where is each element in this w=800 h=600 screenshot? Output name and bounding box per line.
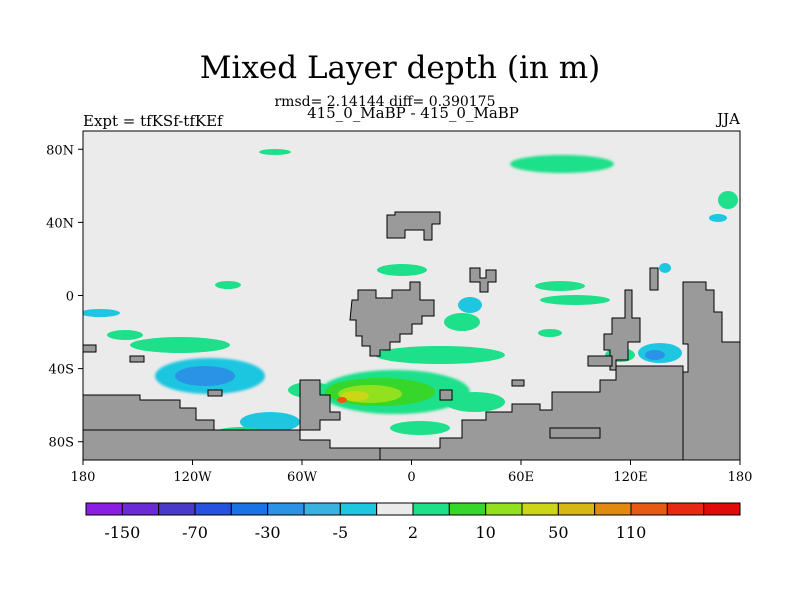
colorbar-label: -70 [182,523,208,542]
field-nw-pacific-neg [709,214,727,222]
colorbar-swatch [339,502,378,516]
field-indian-south [444,313,480,331]
colorbar: -150 -70 -30 -5 2 10 50 110 [85,502,741,542]
land-antarctica-east [379,365,684,460]
land-east-asia-bit [649,267,659,291]
land-small-island-2 [511,379,525,387]
colorbar-swatch [557,502,596,516]
x-tick-label: 60E [508,470,534,485]
anomaly-fields [83,149,738,439]
field-indian-eq [540,295,610,305]
colorbar-swatch [485,502,523,516]
chart-title: Mixed Layer depth (in m) [199,50,601,86]
field-south-atlantic [375,346,505,364]
y-tick-label: 40S [49,363,74,378]
field-south-pacific-2 [130,337,230,353]
field-east-pacific [215,281,241,289]
land-south-america [349,281,435,357]
field-southern-pacific-neg-2 [175,366,235,386]
colorbar-swatch [594,502,632,516]
colorbar-swatch [521,502,559,516]
field-arctic [259,149,291,155]
field-southern-ocean-4 [341,391,369,401]
land-antarctic-peninsula [299,379,341,431]
colorbar-swatch [194,502,232,516]
y-tick-label: 80N [46,143,74,158]
colorbar-swatch [121,502,160,516]
field-indian-south-2 [538,329,562,337]
colorbar-swatch [303,502,341,516]
colorbar-swatch [230,502,269,516]
land-small-island-4 [83,344,97,353]
land-small-island-5 [439,389,453,401]
colorbar-label: 10 [475,523,495,542]
colorbar-swatch [376,502,414,516]
x-tick-label: 180 [728,470,753,485]
x-tick-label: 120W [173,470,212,485]
y-tick-label: 80S [49,436,74,451]
x-tick-label: 120E [613,470,647,485]
axis-ticks: 180 120W 60W 0 60E 120E 180 80N 40N 0 40S 80S [46,143,753,485]
x-tick-label: 180 [71,470,96,485]
colorbar-swatch [630,502,668,516]
x-tick-label: 60W [287,470,318,485]
y-tick-label: 40N [46,216,74,231]
colorbar-swatch [448,502,487,516]
season-label: JJA [717,110,740,128]
land-antarctica-base [83,429,381,460]
colorbar-swatch [85,502,123,516]
land-small-island-1 [207,389,223,397]
field-australia-neg-2 [645,350,665,360]
field-indian-neg [458,297,482,313]
field-south-pacific [107,330,143,340]
field-tropical-atlantic [377,264,427,276]
land-small-island-3 [129,355,145,363]
field-pacific-neg [83,309,120,317]
field-ross-neg [240,412,300,432]
y-tick-label: 0 [66,290,74,305]
field-nw-pacific [718,191,738,209]
colorbar-swatch [267,502,305,516]
field-west-pacific-neg [659,263,671,273]
colorbar-swatch [412,502,450,516]
field-north-pacific [510,155,614,173]
chart-subtitle: 415_0_MaBP - 415_0_MaBP [307,104,519,122]
field-southern-indian [445,392,505,412]
experiment-label: Expt = tfKSf-tfKEf [83,112,223,130]
colorbar-label: -5 [333,523,349,542]
land-greenland [386,211,441,241]
land-island [587,355,613,367]
colorbar-swatch [666,502,705,516]
colorbar-label: 2 [408,523,418,542]
colorbar-label: 50 [548,523,568,542]
land-masses [83,211,740,460]
colorbar-label: -150 [104,523,140,542]
x-tick-label: 0 [407,470,415,485]
field-weddell [390,421,450,435]
land-australia [682,281,740,460]
field-arabian [535,281,585,291]
land-antarctica-shelf [549,427,601,439]
colorbar-swatch [158,502,196,516]
rmsd-diff-stats: rmsd= 2.14144 diff= 0.390175 [274,94,496,110]
colorbar-swatch [703,502,741,516]
colorbar-label: 110 [616,523,647,542]
field-southern-ocean-peak [337,397,347,403]
land-arctic-islands [469,267,497,293]
colorbar-label: -30 [255,523,281,542]
